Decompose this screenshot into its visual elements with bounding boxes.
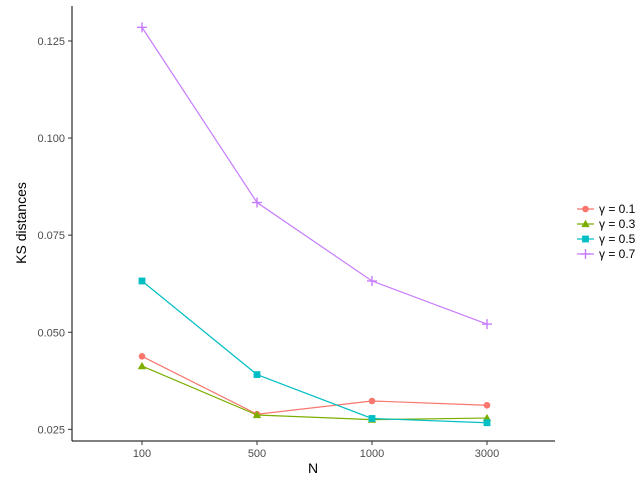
data-point	[252, 410, 262, 419]
y-tick-label: 0.075	[37, 230, 65, 242]
series-layer	[137, 22, 492, 427]
data-point	[483, 401, 491, 409]
y-tick-label: 0.100	[37, 133, 65, 145]
data-point	[483, 419, 491, 427]
legend-label: γ = 0.7	[599, 247, 636, 261]
axes	[71, 6, 555, 442]
legend-key-marker	[582, 205, 589, 213]
legend-item: γ = 0.1	[577, 202, 636, 216]
series-1	[138, 353, 491, 418]
series-2	[137, 361, 492, 423]
x-tick-label: 1000	[360, 448, 384, 460]
x-tick-label: 500	[248, 448, 266, 460]
series-line	[141, 280, 488, 424]
legend-key-marker	[581, 219, 590, 228]
series-line	[141, 365, 488, 421]
legend-item: γ = 0.3	[577, 217, 636, 231]
legend-item: γ = 0.7	[577, 247, 636, 261]
data-point	[253, 371, 261, 378]
legend-key-marker	[582, 235, 589, 243]
x-tick-label: 100	[133, 448, 151, 460]
data-point	[368, 415, 376, 422]
x-ticks: 100 500 1000 3000	[133, 441, 499, 460]
y-tick-label: 0.125	[37, 36, 65, 48]
legend: γ = 0.1γ = 0.3γ = 0.5γ = 0.7	[577, 202, 636, 261]
y-tick-label: 0.050	[37, 327, 65, 339]
series-line	[141, 355, 488, 415]
data-point	[138, 353, 146, 360]
legend-label: γ = 0.1	[599, 202, 636, 216]
legend-key-marker	[580, 249, 591, 259]
data-point	[482, 319, 492, 330]
data-point	[138, 277, 146, 285]
series-4	[137, 22, 492, 330]
x-tick-label: 3000	[475, 448, 499, 460]
x-axis-title: N	[308, 460, 318, 476]
legend-label: γ = 0.5	[599, 232, 636, 246]
data-point	[367, 275, 377, 286]
data-point	[252, 197, 262, 208]
y-axis-title: KS distances	[13, 182, 29, 264]
y-tick-label: 0.025	[37, 424, 65, 436]
legend-label: γ = 0.3	[599, 217, 636, 231]
data-point	[368, 397, 376, 405]
data-point	[137, 22, 147, 33]
data-point	[137, 361, 147, 370]
series-3	[138, 277, 491, 427]
y-ticks: 0.025 0.050 0.075 0.100 0.125	[37, 36, 72, 436]
series-line	[141, 27, 488, 325]
legend-item: γ = 0.5	[577, 232, 636, 246]
